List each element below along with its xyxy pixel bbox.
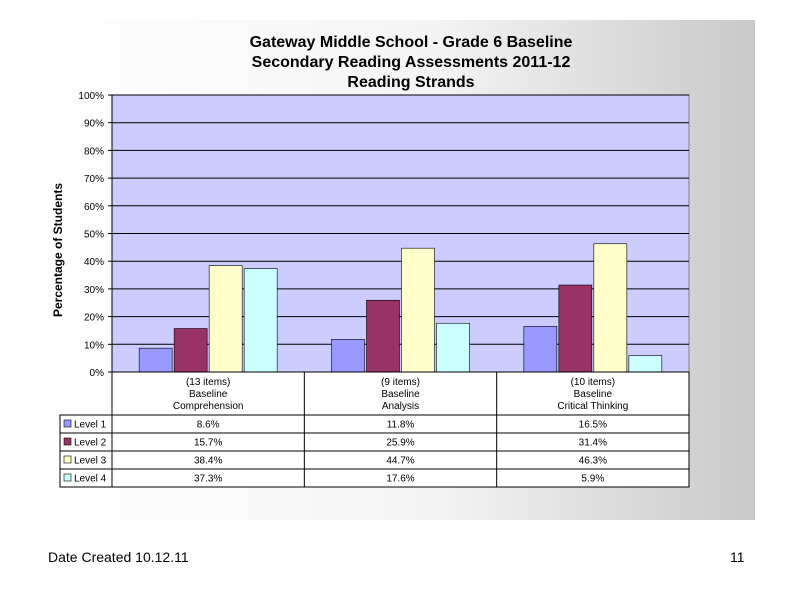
data-table-value: 16.5% <box>579 420 607 431</box>
category-label: (13 items) <box>186 377 230 388</box>
y-tick-label: 30% <box>84 285 104 296</box>
bar-level-1 <box>331 339 365 373</box>
data-table-value: 37.3% <box>194 474 222 485</box>
bar-level-3 <box>208 265 243 373</box>
category-label: Baseline <box>381 389 420 400</box>
legend-swatch-level-2 <box>63 437 72 446</box>
data-table-value: 17.6% <box>386 474 414 485</box>
data-table-value: 11.8% <box>387 420 415 431</box>
bar-level-1 <box>523 325 558 373</box>
chart-title-line: Gateway Middle School - Grade 6 Baseline <box>250 34 573 51</box>
category-label: Critical Thinking <box>557 401 628 412</box>
category-label: (10 items) <box>571 377 615 388</box>
y-axis-label: Percentage of Students <box>51 183 65 317</box>
chart-title-line: Secondary Reading Assessments 2011-12 <box>252 54 571 71</box>
legend-swatch-level-1 <box>63 419 72 428</box>
footer-date-created: Date Created 10.12.11 <box>48 549 189 565</box>
legend-series-name: Level 2 <box>74 438 107 449</box>
bar-level-1 <box>138 347 173 373</box>
y-tick-label: 80% <box>84 146 104 157</box>
bar-level-2 <box>173 328 208 373</box>
data-table-value: 5.9% <box>581 474 604 485</box>
y-tick-label: 40% <box>84 257 104 268</box>
legend-series-name: Level 1 <box>74 420 107 431</box>
category-label: Baseline <box>574 389 613 400</box>
y-tick-label: 100% <box>78 91 104 102</box>
bar-level-4 <box>243 268 278 373</box>
y-tick-label: 70% <box>84 174 104 185</box>
category-label: (9 items) <box>381 377 420 388</box>
data-table-value: 25.9% <box>386 438 414 449</box>
y-tick-label: 20% <box>84 313 104 324</box>
category-label: Analysis <box>382 401 419 412</box>
bar-level-4 <box>628 355 663 373</box>
data-table-value: 8.6% <box>197 420 220 431</box>
legend-series-name: Level 4 <box>74 474 107 485</box>
category-label: Comprehension <box>173 401 244 412</box>
y-tick-label: 0% <box>90 368 105 379</box>
y-tick-label: 10% <box>84 340 104 351</box>
legend-swatch-level-4 <box>63 473 72 482</box>
y-tick-label: 50% <box>84 230 104 241</box>
y-tick-label: 60% <box>84 202 104 213</box>
category-label: Baseline <box>189 389 228 400</box>
chart-title-line: Reading Strands <box>347 74 474 91</box>
data-table-value: 15.7% <box>194 438 222 449</box>
y-tick-label: 90% <box>84 119 104 130</box>
legend-swatch-level-3 <box>63 455 72 464</box>
data-table-value: 46.3% <box>579 456 607 467</box>
bar-level-3 <box>593 243 628 373</box>
footer-page-number: 11 <box>730 549 745 565</box>
bar-level-3 <box>401 247 435 373</box>
data-table-value: 38.4% <box>194 456 222 467</box>
legend-series-name: Level 3 <box>74 456 107 467</box>
data-table-value: 44.7% <box>386 456 414 467</box>
bar-level-4 <box>436 322 470 373</box>
bar-level-2 <box>366 299 400 373</box>
bar-level-2 <box>558 284 593 373</box>
data-table-value: 31.4% <box>579 438 607 449</box>
